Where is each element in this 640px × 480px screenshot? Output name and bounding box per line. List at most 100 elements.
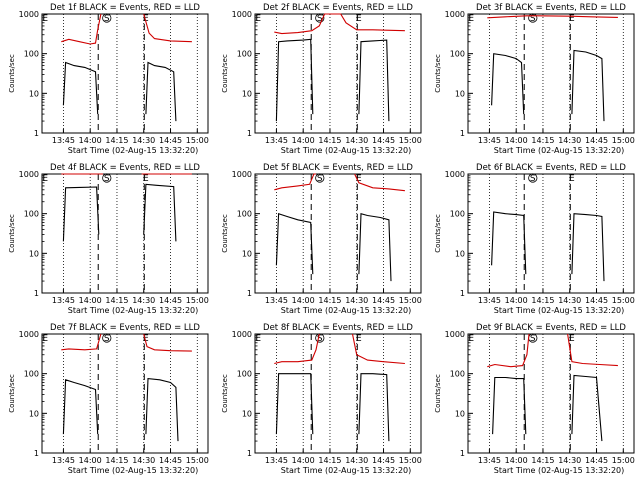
saa-marker: S <box>530 14 536 24</box>
y-tick-label: 10 <box>242 409 252 418</box>
panel-title: Det 5f BLACK = Events, RED = LLD <box>263 163 413 173</box>
events-series-line <box>358 39 390 122</box>
x-axis-label: Start Time (02-Aug-15 13:32:20) <box>68 466 199 475</box>
panel-3: Det 3f BLACK = Events, RED = LLD 1 10 100 10… <box>434 3 635 155</box>
x-tick-label: 14:15 <box>318 456 341 465</box>
saa-marker-circle <box>102 13 112 23</box>
y-tick-label: 1000 <box>445 170 465 179</box>
x-tick-label: 15:00 <box>612 296 635 305</box>
panel-title: Det 6f BLACK = Events, RED = LLD <box>476 163 626 173</box>
y-axis-label: Counts/sec <box>221 214 229 253</box>
x-tick-label: 14:45 <box>159 296 182 305</box>
x-tick-label: 14:15 <box>105 136 128 145</box>
panel-8: Det 8f BLACK = Events, RED = LLD 1 10 100 10… <box>221 323 422 475</box>
panel-9: Det 9f BLACK = Events, RED = LLD 1 10 100 10… <box>434 323 635 475</box>
x-tick-label: 14:45 <box>159 456 182 465</box>
x-tick-label: 14:00 <box>505 296 528 305</box>
y-tick-label: 10 <box>455 249 465 258</box>
y-tick-label: 100 <box>24 50 39 59</box>
y-tick-label: 1000 <box>445 10 465 19</box>
x-tick-label: 14:45 <box>159 136 182 145</box>
x-tick-label: 15:00 <box>399 136 422 145</box>
x-axis-label: Start Time (02-Aug-15 13:32:20) <box>494 306 625 315</box>
y-tick-label: 10 <box>29 249 39 258</box>
y-tick-label: 1 <box>34 289 39 298</box>
saa-marker: S <box>317 174 323 184</box>
lld-series-line <box>143 13 192 43</box>
events-series-line <box>145 377 179 442</box>
x-axis-label: Start Time (02-Aug-15 13:32:20) <box>281 306 412 315</box>
y-axis-label: Counts/sec <box>8 214 16 253</box>
plot-frame <box>254 173 422 294</box>
y-tick-label: 1000 <box>232 330 252 339</box>
x-tick-label: 14:30 <box>345 456 368 465</box>
x-tick-label: 13:45 <box>478 296 501 305</box>
panel-4: Det 4f BLACK = Events, RED = LLD 1 10 100 10… <box>8 163 209 315</box>
lld-series-line <box>487 15 618 19</box>
x-tick-label: 14:30 <box>132 456 155 465</box>
lld-series-line <box>351 333 405 365</box>
y-axis-label: Counts/sec <box>8 54 16 93</box>
x-tick-label: 15:00 <box>186 136 209 145</box>
x-tick-label: 15:00 <box>186 456 209 465</box>
y-tick-label: 10 <box>242 249 252 258</box>
events-series-line <box>275 212 314 275</box>
events-series-line <box>358 212 392 282</box>
saa-marker-circle <box>315 333 325 343</box>
x-axis-label: Start Time (02-Aug-15 13:32:20) <box>68 146 199 155</box>
y-axis-label: Counts/sec <box>8 374 16 413</box>
saa-marker-circle <box>315 173 325 183</box>
eclipse-marker: E <box>468 14 474 24</box>
x-tick-label: 14:45 <box>585 136 608 145</box>
y-tick-label: 100 <box>450 370 465 379</box>
x-tick-label: 15:00 <box>612 456 635 465</box>
y-tick-label: 10 <box>455 409 465 418</box>
x-tick-label: 14:00 <box>505 136 528 145</box>
lld-series-line <box>61 333 102 351</box>
x-tick-label: 14:45 <box>585 296 608 305</box>
eclipse-marker: E <box>143 334 149 344</box>
saa-marker: S <box>530 334 536 344</box>
plot-frame <box>41 13 209 134</box>
eclipse-marker: E <box>255 14 261 24</box>
y-tick-label: 10 <box>455 89 465 98</box>
x-axis-label: Start Time (02-Aug-15 13:32:20) <box>494 146 625 155</box>
eclipse-marker: E <box>42 334 48 344</box>
eclipse-marker: E <box>569 14 575 24</box>
panel-title: Det 8f BLACK = Events, RED = LLD <box>263 323 413 333</box>
x-tick-label: 14:30 <box>558 136 581 145</box>
lld-series-line <box>274 333 320 365</box>
x-tick-label: 15:00 <box>399 456 422 465</box>
eclipse-marker: E <box>255 334 261 344</box>
x-tick-label: 14:30 <box>345 296 368 305</box>
saa-marker-circle <box>528 13 538 23</box>
saa-marker: S <box>317 334 323 344</box>
y-tick-label: 100 <box>237 210 252 219</box>
saa-marker: S <box>530 174 536 184</box>
lld-series-line <box>487 333 530 368</box>
y-tick-label: 1 <box>34 449 39 458</box>
x-tick-label: 14:15 <box>318 136 341 145</box>
x-tick-label: 13:45 <box>52 456 75 465</box>
saa-marker: S <box>104 14 110 24</box>
x-tick-label: 14:15 <box>531 456 554 465</box>
eclipse-marker: E <box>356 334 362 344</box>
events-series-line <box>62 61 99 115</box>
y-tick-label: 100 <box>450 50 465 59</box>
x-axis-label: Start Time (02-Aug-15 13:32:20) <box>68 306 199 315</box>
y-tick-label: 1000 <box>19 170 39 179</box>
x-tick-label: 14:00 <box>292 456 315 465</box>
x-tick-label: 14:45 <box>372 296 395 305</box>
lld-series-line <box>61 13 102 45</box>
x-tick-label: 14:00 <box>505 456 528 465</box>
eclipse-marker: E <box>356 14 362 24</box>
x-axis-label: Start Time (02-Aug-15 13:32:20) <box>281 146 412 155</box>
plot-frame <box>467 333 635 454</box>
y-tick-label: 1000 <box>445 330 465 339</box>
x-tick-label: 13:45 <box>52 296 75 305</box>
x-tick-label: 14:45 <box>372 136 395 145</box>
panel-7: Det 7f BLACK = Events, RED = LLD 1 10 100 10… <box>8 323 209 475</box>
y-axis-label: Counts/sec <box>221 54 229 93</box>
x-tick-label: 14:30 <box>345 136 368 145</box>
saa-marker: S <box>317 14 323 24</box>
